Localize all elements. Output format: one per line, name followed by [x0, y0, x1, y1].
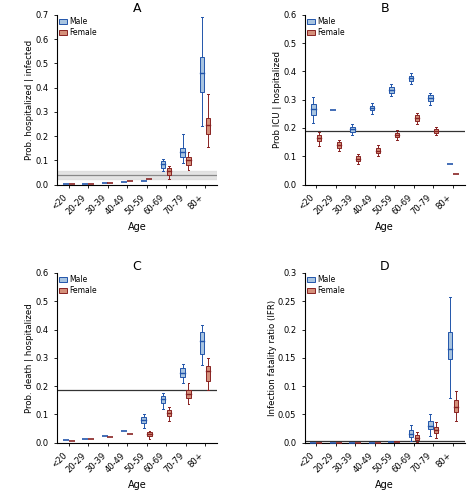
Y-axis label: Prob. hospitalized | infected: Prob. hospitalized | infected — [25, 40, 34, 160]
Bar — [206, 118, 210, 134]
Title: B: B — [380, 2, 389, 15]
Bar — [389, 87, 393, 92]
Legend: Male, Female: Male, Female — [306, 275, 345, 296]
Title: C: C — [132, 260, 141, 273]
Bar — [434, 427, 438, 433]
Bar — [57, 171, 217, 179]
Bar — [428, 421, 433, 429]
Bar — [167, 410, 171, 416]
Bar — [181, 148, 185, 157]
Y-axis label: Prob. death | hospitalized: Prob. death | hospitalized — [25, 303, 34, 413]
Legend: Male, Female: Male, Female — [58, 16, 98, 38]
X-axis label: Age: Age — [128, 222, 146, 232]
Bar — [409, 430, 413, 437]
Bar — [186, 390, 191, 398]
Bar — [356, 156, 360, 161]
Bar — [181, 369, 185, 377]
Title: D: D — [380, 260, 390, 273]
Bar — [200, 333, 204, 354]
Legend: Male, Female: Male, Female — [58, 275, 98, 296]
Bar — [161, 396, 165, 403]
Bar — [337, 142, 341, 148]
X-axis label: Age: Age — [375, 222, 394, 232]
Bar — [415, 435, 419, 440]
Bar — [167, 168, 171, 175]
Bar — [428, 95, 433, 101]
Bar — [161, 161, 165, 168]
Bar — [141, 417, 146, 423]
Bar — [317, 135, 321, 141]
Bar — [186, 157, 191, 165]
Bar — [409, 76, 413, 81]
Bar — [311, 104, 316, 115]
Bar — [350, 126, 355, 132]
Title: A: A — [133, 2, 141, 15]
X-axis label: Age: Age — [375, 480, 394, 490]
Bar — [415, 115, 419, 121]
Bar — [200, 57, 204, 92]
Y-axis label: Prob ICU | hospitalized: Prob ICU | hospitalized — [273, 51, 282, 148]
Bar — [370, 106, 374, 110]
Bar — [147, 432, 152, 436]
Bar — [206, 366, 210, 381]
Bar — [434, 129, 438, 132]
Bar — [375, 148, 380, 154]
Bar — [448, 333, 452, 359]
X-axis label: Age: Age — [128, 480, 146, 490]
Legend: Male, Female: Male, Female — [306, 16, 345, 38]
Bar — [395, 133, 400, 137]
Bar — [454, 400, 458, 412]
Y-axis label: Infection fatality ratio (IFR): Infection fatality ratio (IFR) — [267, 300, 276, 416]
